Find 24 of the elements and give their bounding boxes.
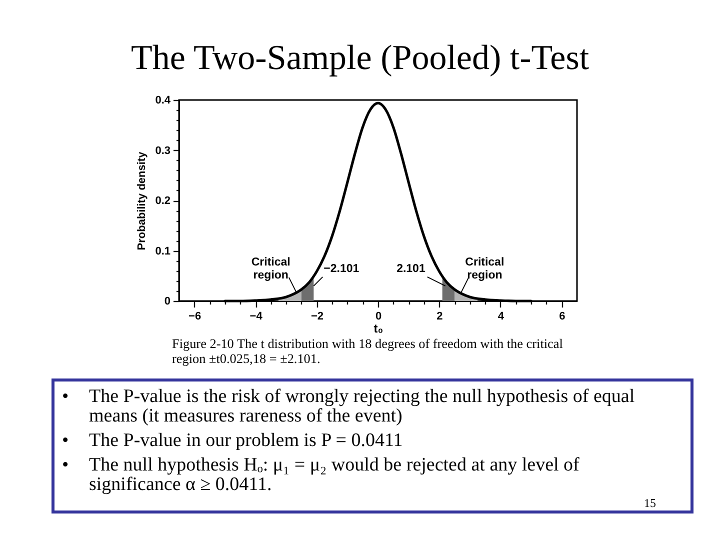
x-tick-label: 4 bbox=[498, 310, 505, 322]
x-tick-label: −6 bbox=[188, 310, 202, 322]
y-tick-label: 0.3 bbox=[155, 144, 170, 157]
annotation: −2.101 bbox=[324, 262, 360, 275]
y-tick-label: 0 bbox=[164, 296, 170, 308]
x-tick-label: −2 bbox=[310, 310, 324, 322]
text: 15 bbox=[644, 496, 656, 510]
text: • The null hypothesis Hₒ: μ₁ = μ₂ would be rejected at any level of significance α ≥ 0.0411. bbox=[62, 454, 580, 495]
y-tick-label: 0.2 bbox=[155, 195, 170, 207]
caption: Figure 2-10 The t distribution with 18 degrees of freedom with the critical region ±t0.025,18 = ±2.101. bbox=[172, 336, 564, 366]
chart-title: The Two-Sample (Pooled) t-Test bbox=[130, 38, 590, 77]
text: • The P-value in our problem is P = 0.0411 bbox=[62, 430, 403, 451]
annotation: Critical region bbox=[251, 256, 290, 282]
y-tick-label: 0.1 bbox=[155, 245, 170, 258]
x-tick-label: −4 bbox=[250, 310, 264, 322]
y-tick-label: 0.4 bbox=[155, 94, 172, 106]
x-axis-title: t₀ bbox=[374, 322, 384, 336]
annotation: Critical region bbox=[465, 256, 504, 282]
text: • The P-value is the risk of wrongly rejecting the null hypothesis of equal means (it measures rareness of the event) bbox=[62, 386, 635, 426]
x-tick-label: 0 bbox=[375, 310, 382, 322]
annotation: 2.101 bbox=[396, 262, 426, 275]
x-tick-label: 6 bbox=[559, 310, 566, 322]
x-tick-label: 2 bbox=[436, 310, 443, 322]
y-axis-title: Probability density bbox=[136, 150, 148, 250]
